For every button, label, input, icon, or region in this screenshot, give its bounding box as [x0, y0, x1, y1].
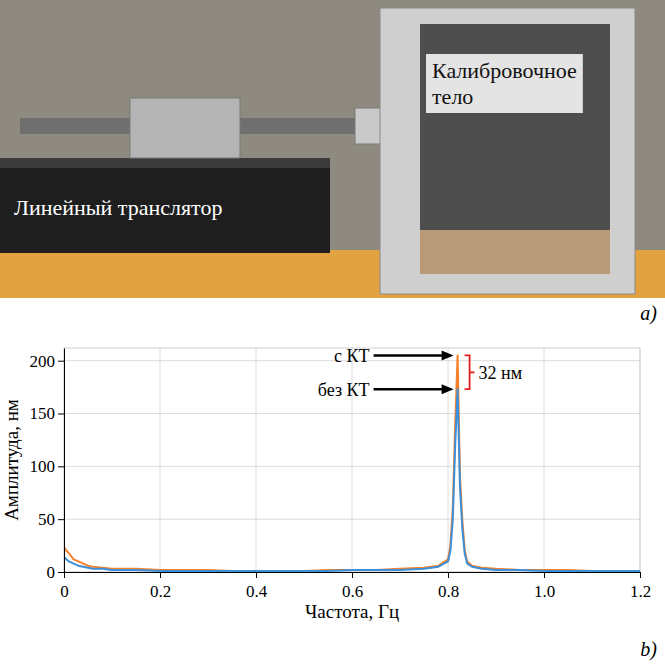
calibration-body — [420, 24, 610, 274]
grid-line — [160, 348, 161, 572]
arrow-head — [442, 384, 454, 394]
grid-line — [64, 466, 640, 467]
tick-label: 0.6 — [342, 582, 363, 601]
panel-label: a) — [640, 302, 657, 325]
x-axis: 0 0.2 0.4 0.6 0.8 1.0 1.2 — [60, 572, 651, 601]
tick: 0.2 — [150, 572, 171, 601]
x-axis-title: Частота, Гц — [305, 601, 399, 622]
tick: 0 — [60, 572, 69, 601]
tick-mark — [448, 572, 449, 578]
clamp-block — [130, 98, 240, 158]
figure: Линейный трансляторКалибровочноетелоa)00… — [0, 0, 665, 664]
tick-mark — [256, 572, 257, 578]
tick: 1.2 — [630, 572, 651, 601]
marks — [64, 355, 640, 571]
tick: 1.0 — [534, 572, 555, 601]
tick-label: 0.8 — [438, 582, 459, 601]
chart: 0 0.2 0.4 0.6 0.8 1.0 1.2 0 50 100 150 200 Частота, … — [1, 346, 651, 622]
tick-mark — [352, 572, 353, 578]
bracket — [465, 355, 475, 389]
grid — [64, 348, 640, 572]
panel-label: b) — [640, 638, 657, 661]
tick: 0 — [47, 563, 65, 582]
tick: 0.6 — [342, 572, 363, 601]
tick-label: 0.4 — [246, 582, 268, 601]
tick: 100 — [30, 457, 65, 476]
tick-label: 0.2 — [150, 582, 171, 601]
y-axis-title: Амплитуда, нм — [1, 399, 22, 521]
y-axis: 0 50 100 150 200 — [30, 349, 65, 582]
grid-line — [544, 348, 545, 572]
label-background — [426, 54, 583, 113]
body-label-line: тело — [432, 84, 473, 109]
annotation-label: без КТ — [318, 380, 370, 400]
photo-background — [0, 0, 665, 298]
body-label-line: Калибровочное — [432, 58, 577, 83]
grid-line — [448, 348, 449, 572]
tick-label: 0 — [47, 563, 56, 582]
tick: 150 — [30, 404, 65, 423]
grid-line — [256, 348, 257, 572]
body-label: Калибровочноетело — [432, 58, 577, 109]
body-layers — [420, 230, 610, 274]
tick-label: 100 — [30, 457, 56, 476]
translator — [0, 165, 330, 253]
tick: 0.8 — [438, 572, 459, 601]
series-line — [64, 389, 640, 571]
tick-label: 200 — [30, 352, 56, 371]
tick-label: 50 — [38, 510, 55, 529]
photo-panel: Линейный транслятор Калибровочноетело — [0, 0, 665, 298]
tick-label: 0 — [60, 582, 69, 601]
tick-mark — [58, 572, 64, 573]
tick-mark — [58, 466, 64, 467]
tick-mark — [58, 414, 64, 415]
tick-label: 1.0 — [534, 582, 555, 601]
grid-line — [64, 519, 640, 520]
tick-mark — [58, 519, 64, 520]
body-frame — [380, 8, 635, 294]
tick-mark — [58, 361, 64, 362]
arrow-head — [442, 350, 454, 360]
tick: 50 — [38, 510, 64, 529]
arrow-shaft — [374, 388, 444, 391]
tick-mark — [544, 572, 545, 578]
tick: 0.4 — [246, 572, 268, 601]
grid-line — [64, 413, 640, 414]
series-line — [64, 355, 640, 571]
plot-frame — [64, 348, 640, 572]
tick: 200 — [30, 352, 65, 371]
tick-mark — [160, 572, 161, 578]
arrow-shaft — [374, 354, 444, 357]
tick-mark — [64, 572, 65, 578]
annotations: с КТ без КТ 32 нм — [318, 346, 522, 400]
tick-mark — [640, 572, 641, 578]
translator-label: Линейный транслятор — [14, 195, 222, 220]
tick-label: 1.2 — [630, 582, 651, 601]
translator-top — [0, 158, 330, 168]
annotation-label: с КТ — [334, 346, 370, 366]
annotation-label: 32 нм — [479, 363, 523, 383]
axis-line — [64, 349, 65, 573]
tick-label: 150 — [30, 404, 56, 423]
